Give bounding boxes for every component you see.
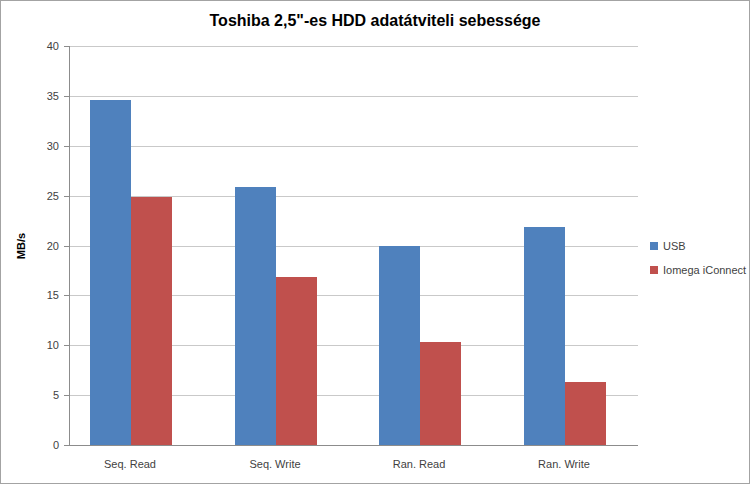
legend-swatch: [650, 266, 658, 274]
y-tick-mark: [64, 96, 69, 97]
y-tick-mark: [64, 395, 69, 396]
legend-swatch: [650, 242, 658, 250]
y-tick-label: 40: [27, 40, 59, 52]
legend-item: USB: [650, 240, 746, 252]
y-tick-mark: [64, 445, 69, 446]
y-tick-mark: [64, 246, 69, 247]
y-tick-mark: [64, 345, 69, 346]
y-tick-label: 35: [27, 90, 59, 102]
y-tick-mark: [64, 46, 69, 47]
chart-canvas: Toshiba 2,5"-es HDD adatátviteli sebessé…: [0, 0, 750, 484]
x-category-label: Seq. Read: [80, 458, 180, 470]
y-tick-label: 25: [27, 190, 59, 202]
y-tick-mark: [64, 295, 69, 296]
legend-label: USB: [663, 240, 686, 252]
x-category-label: Seq. Write: [225, 458, 325, 470]
legend: USB Iomega iConnect: [650, 240, 746, 288]
y-tick-mark: [64, 196, 69, 197]
y-tick-label: 20: [27, 240, 59, 252]
x-category-label: Ran. Read: [369, 458, 469, 470]
x-category-label: Ran. Write: [514, 458, 614, 470]
y-tick-label: 10: [27, 339, 59, 351]
y-tick-label: 0: [27, 439, 59, 451]
legend-label: Iomega iConnect: [663, 264, 746, 276]
y-tick-mark: [64, 146, 69, 147]
y-axis-ticks: 0 5 10 15 20 25 30 35 40: [1, 1, 749, 483]
legend-item: Iomega iConnect: [650, 264, 746, 276]
y-tick-label: 15: [27, 289, 59, 301]
y-tick-label: 5: [27, 389, 59, 401]
y-tick-label: 30: [27, 140, 59, 152]
